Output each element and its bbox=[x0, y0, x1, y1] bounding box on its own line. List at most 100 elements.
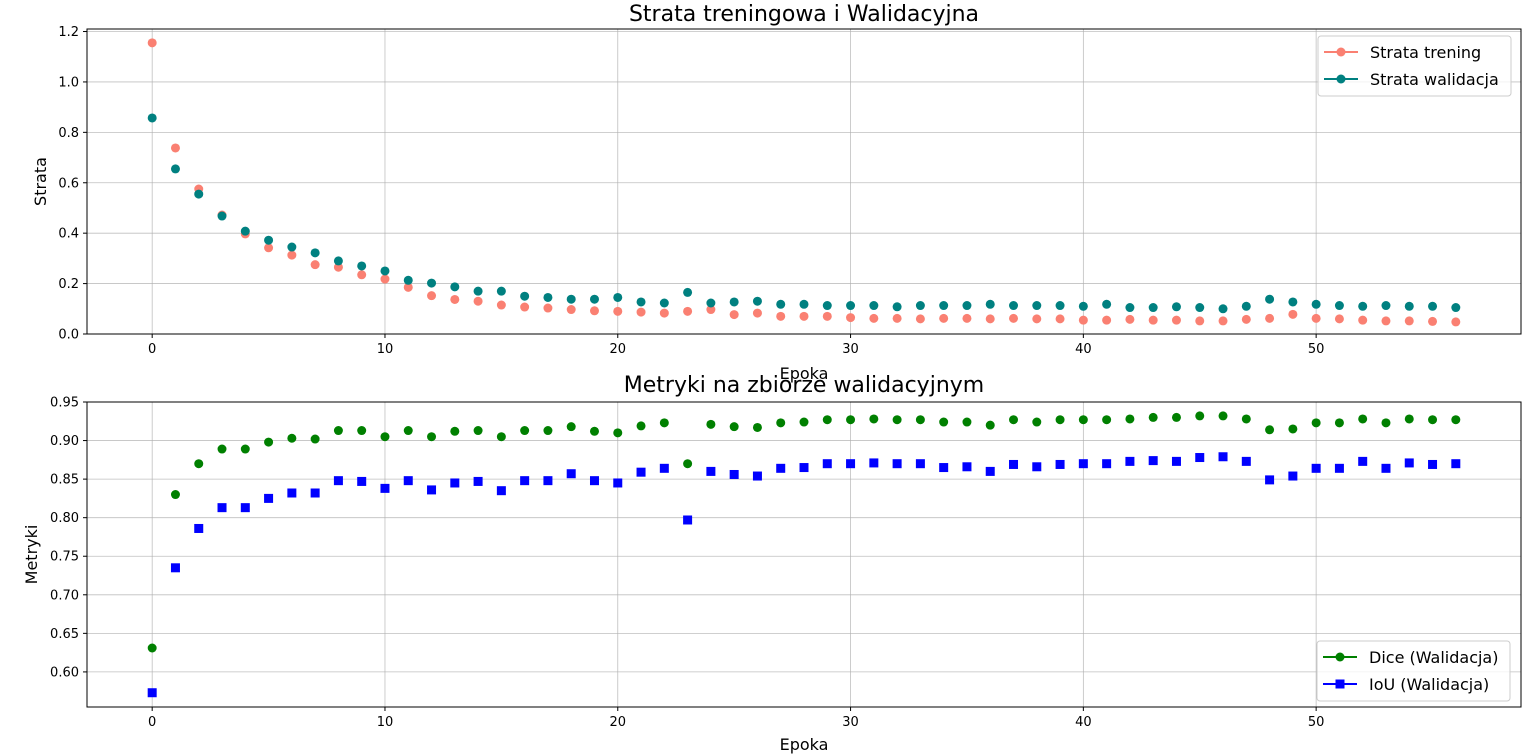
data-point bbox=[1288, 297, 1298, 307]
data-point bbox=[752, 308, 762, 318]
y-axis-label: Strata bbox=[31, 157, 50, 206]
data-point bbox=[706, 419, 716, 429]
data-point bbox=[636, 421, 646, 431]
data-point bbox=[636, 307, 646, 317]
y-tick-label: 0.6 bbox=[58, 176, 79, 191]
data-point bbox=[1102, 315, 1112, 325]
data-point bbox=[310, 260, 320, 270]
data-point bbox=[450, 478, 460, 488]
data-point bbox=[846, 313, 856, 323]
legend-marker bbox=[1336, 74, 1346, 84]
data-point bbox=[869, 301, 879, 311]
data-point bbox=[1148, 456, 1158, 466]
x-axis-label: Epoka bbox=[780, 735, 829, 754]
data-point bbox=[1265, 425, 1275, 435]
data-point bbox=[264, 235, 274, 245]
data-point bbox=[939, 313, 949, 323]
data-point bbox=[1451, 317, 1461, 327]
data-point bbox=[287, 250, 297, 260]
data-point bbox=[822, 311, 832, 321]
data-point bbox=[1404, 458, 1414, 468]
data-point bbox=[1358, 456, 1368, 466]
data-point bbox=[683, 459, 693, 469]
data-point bbox=[427, 291, 437, 301]
data-point bbox=[473, 426, 483, 436]
data-point bbox=[147, 643, 157, 653]
data-point bbox=[1148, 303, 1158, 313]
data-point bbox=[520, 291, 530, 301]
y-tick-label: 0.75 bbox=[50, 550, 79, 565]
data-point bbox=[1171, 302, 1181, 312]
data-point bbox=[194, 459, 204, 469]
data-point bbox=[869, 414, 879, 424]
data-point bbox=[683, 515, 693, 525]
legend-label: Strata walidacja bbox=[1370, 70, 1499, 89]
data-point bbox=[939, 463, 949, 473]
data-point bbox=[752, 296, 762, 306]
data-point bbox=[496, 300, 506, 310]
y-tick-label: 0.90 bbox=[50, 434, 79, 449]
data-point bbox=[333, 426, 343, 436]
data-point bbox=[1009, 415, 1019, 425]
chart-title: Strata treningowa i Walidacyjna bbox=[629, 2, 979, 27]
data-point bbox=[543, 303, 553, 313]
data-point bbox=[566, 305, 576, 315]
x-tick-label: 20 bbox=[609, 342, 626, 357]
data-point bbox=[1032, 417, 1042, 427]
data-point bbox=[1265, 313, 1275, 323]
data-point bbox=[892, 459, 902, 469]
data-point bbox=[1311, 299, 1321, 309]
legend-item: Strata walidacja bbox=[1324, 70, 1499, 89]
data-point bbox=[659, 463, 669, 473]
data-point bbox=[1404, 301, 1414, 311]
data-point bbox=[1218, 316, 1228, 326]
data-point bbox=[1451, 415, 1461, 425]
legend: Dice (Walidacja) IoU (Walidacja) bbox=[1316, 640, 1511, 702]
data-point bbox=[333, 256, 343, 266]
data-point bbox=[1032, 301, 1042, 311]
data-point bbox=[985, 314, 995, 324]
y-tick-label: 0.65 bbox=[50, 627, 79, 642]
data-point bbox=[659, 418, 669, 428]
data-point bbox=[450, 426, 460, 436]
data-point bbox=[1195, 453, 1205, 463]
data-point bbox=[566, 294, 576, 304]
data-point bbox=[589, 476, 599, 486]
data-point bbox=[1078, 315, 1088, 325]
y-tick-label: 0.4 bbox=[58, 227, 79, 242]
chart-panel-1: 0 10 20 30 40 50 0.0 0.2 0.4 0.6 0.8 1.0 1.2 Strata t… bbox=[31, 2, 1522, 383]
data-point bbox=[1218, 304, 1228, 314]
series-strata-walidacja bbox=[147, 113, 1461, 314]
data-point bbox=[962, 462, 972, 472]
y-tick-label: 0.80 bbox=[50, 511, 79, 526]
data-point bbox=[1358, 414, 1368, 424]
data-point bbox=[1404, 316, 1414, 326]
data-point bbox=[985, 420, 995, 430]
data-point bbox=[1171, 456, 1181, 466]
y-tick-label: 0.95 bbox=[50, 396, 79, 411]
data-point bbox=[520, 302, 530, 312]
data-point bbox=[985, 466, 995, 476]
x-tick-label: 10 bbox=[377, 715, 394, 730]
y-tick-label: 0.70 bbox=[50, 588, 79, 603]
data-point bbox=[1241, 301, 1251, 311]
data-point bbox=[1125, 314, 1135, 324]
data-point bbox=[217, 503, 227, 513]
data-point bbox=[403, 275, 413, 285]
data-point bbox=[217, 444, 227, 454]
data-point bbox=[1288, 424, 1298, 434]
y-tick-label: 1.0 bbox=[58, 75, 79, 90]
data-point bbox=[706, 466, 716, 476]
data-point bbox=[1428, 415, 1438, 425]
data-point bbox=[170, 490, 180, 500]
data-point bbox=[589, 426, 599, 436]
data-point bbox=[287, 242, 297, 252]
data-point bbox=[380, 432, 390, 442]
y-tick-label: 1.2 bbox=[58, 25, 79, 40]
data-point bbox=[310, 434, 320, 444]
data-point bbox=[1009, 301, 1019, 311]
data-point bbox=[985, 299, 995, 309]
legend-item: Strata trening bbox=[1324, 43, 1481, 62]
data-point bbox=[752, 471, 762, 481]
data-point bbox=[613, 428, 623, 438]
